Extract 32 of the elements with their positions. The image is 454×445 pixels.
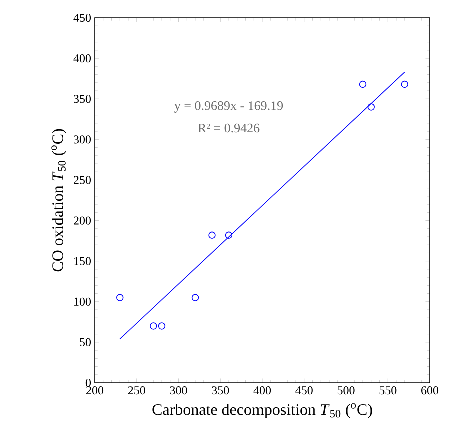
y-tick-label: 400 [74,54,92,63]
x-tick-label: 600 [422,386,439,395]
y-tick-label: 350 [74,95,92,104]
point [116,294,124,302]
annotation: R² = 0.9426 [198,124,260,133]
point [359,80,367,88]
x-tick-label: 550 [380,386,397,395]
y-tick-label: 250 [74,176,92,184]
x-tick-label: 200 [86,386,104,395]
point [192,294,200,302]
y-tick-label: 300 [74,136,92,144]
x-axis-title: Carbonate decomposition T$_{50}$ ($^{o}$C) [152,404,372,418]
x-tick-label: 450 [296,386,313,395]
y-tick-label: 100 [74,298,92,306]
point [208,232,216,239]
x-tick-label: 350 [212,386,230,395]
x-tick-label: 400 [254,386,272,395]
point [225,232,233,239]
x-tick-label: 500 [338,386,355,395]
y-axis-title: CO oxidation T$_{50}$ ($^{o}$C) [52,129,67,272]
y-tick-label: 150 [74,257,92,266]
annotation: y = 0.9689x - 169.19 [174,102,284,113]
x-tick-label: 250 [128,386,146,395]
y-tick-label: 450 [74,14,92,22]
y-tick-label: 200 [74,216,92,225]
point [158,322,166,330]
x-tick-label: 300 [170,386,188,395]
y-tick-label: 0 [86,378,92,388]
y-tick-label: 50 [80,338,92,346]
point [368,104,375,111]
point [150,322,158,330]
point [401,80,408,88]
